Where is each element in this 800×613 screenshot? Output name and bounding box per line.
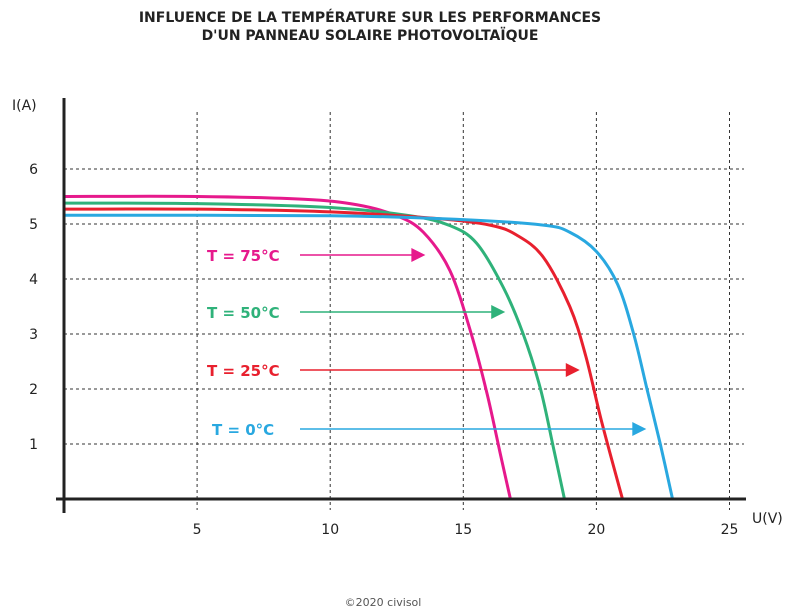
- curve-2: [63, 207, 624, 500]
- y-tick-label: 5: [29, 217, 38, 233]
- y-tick-label: 6: [29, 162, 38, 178]
- x-tick-label: 20: [587, 522, 605, 538]
- series-label-3: T = 0°C: [212, 421, 274, 439]
- arrow-head-icon-2: [565, 363, 580, 377]
- y-tick-label: 1: [29, 437, 38, 453]
- curve-0: [63, 194, 512, 500]
- arrow-head-icon-0: [411, 248, 426, 262]
- curve-3: [63, 213, 674, 500]
- curve-1: [63, 201, 566, 500]
- x-tick-label: 10: [321, 522, 339, 538]
- y-tick-label: 4: [29, 272, 38, 288]
- series-label-2: T = 25°C: [207, 362, 280, 380]
- x-tick-label: 15: [454, 522, 472, 538]
- series-label-0: T = 75°C: [207, 247, 280, 265]
- x-tick-label: 5: [193, 522, 202, 538]
- x-axis-label: U(V): [752, 511, 783, 527]
- chart-title-line-1: INFLUENCE DE LA TEMPÉRATURE SUR LES PERF…: [139, 9, 601, 26]
- arrow-head-icon-1: [491, 305, 506, 319]
- chart-title-line-2: D'UN PANNEAU SOLAIRE PHOTOVOLTAÏQUE: [202, 27, 539, 44]
- y-tick-label: 2: [29, 382, 38, 398]
- x-tick-label: 25: [721, 522, 739, 538]
- copyright: ©2020 civisol: [345, 596, 422, 609]
- arrow-head-icon-3: [632, 422, 647, 436]
- y-tick-label: 3: [29, 327, 38, 343]
- series-label-1: T = 50°C: [207, 304, 280, 322]
- y-axis-label: I(A): [12, 98, 37, 114]
